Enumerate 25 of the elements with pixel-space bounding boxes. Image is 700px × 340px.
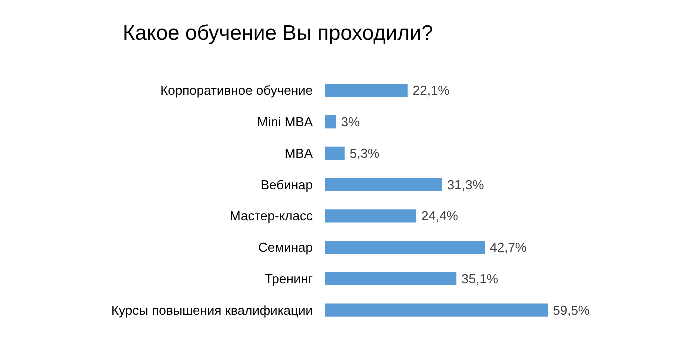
y-tick-label: Мастер-класс (230, 208, 314, 224)
data-label: 35,1% (462, 271, 499, 286)
data-label: 31,3% (447, 177, 485, 192)
bar (325, 304, 548, 317)
bar (325, 146, 345, 160)
y-tick-label: Вебинар (260, 177, 313, 192)
chart-title: Какое обучение Вы проходили? (123, 22, 434, 45)
y-tick-label: Семинар (258, 240, 313, 256)
bar (325, 178, 442, 192)
y-tick-label: MBA (284, 146, 314, 161)
data-label: 42,7% (490, 240, 528, 256)
bar (325, 84, 408, 98)
data-label: 3% (341, 114, 360, 130)
data-label: 59,5% (553, 302, 590, 318)
bar (325, 210, 416, 223)
data-label: 5,3% (350, 146, 380, 161)
y-tick-label: Корпоративное обучение (160, 83, 313, 98)
bar (325, 240, 486, 254)
y-tick-label: Тренинг (264, 271, 314, 286)
y-tick-label: Курсы повышения квалификации (111, 302, 313, 318)
data-label: 24,4% (422, 208, 459, 224)
y-tick-label: Mini MBA (257, 114, 314, 130)
data-label: 22,1% (412, 83, 450, 98)
bar (325, 272, 457, 286)
bar (325, 115, 336, 129)
